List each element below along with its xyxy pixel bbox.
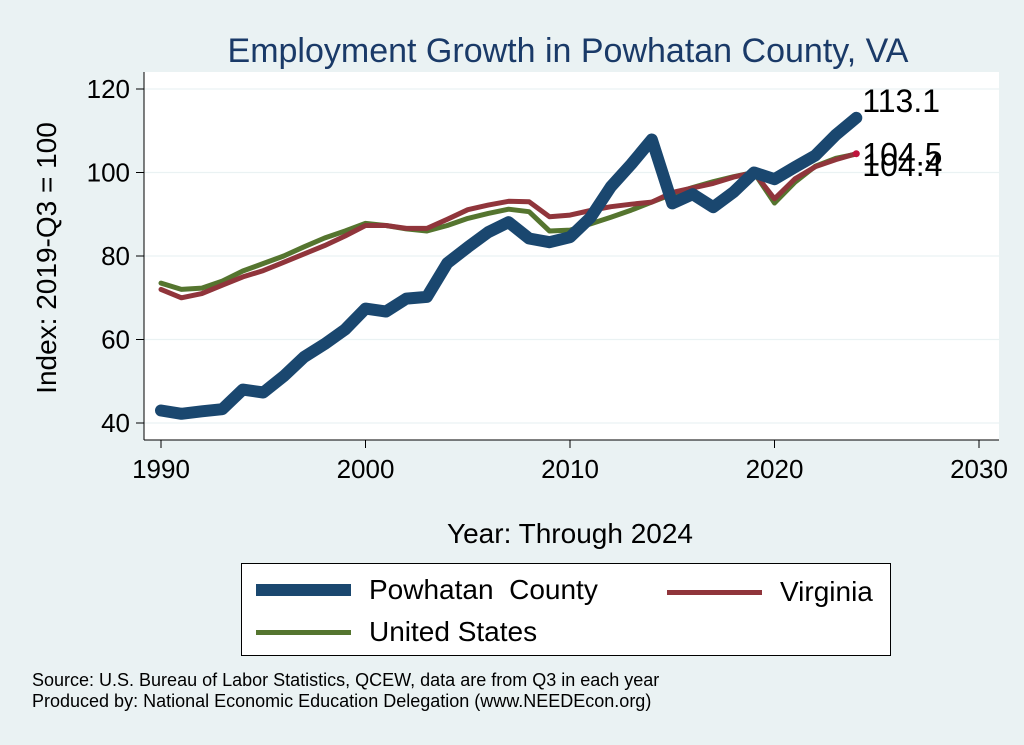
axes: 40 60 80 100 120 1990 2000 2010 2020 2030: [87, 72, 1008, 484]
source-line: Source: U.S. Bureau of Labor Statistics,…: [32, 670, 660, 690]
end-label-powhatan: 113.1: [862, 83, 940, 119]
employment-chart: Employment Growth in Powhatan County, VA…: [31, 32, 1008, 549]
end-label-virginia: 104.5: [862, 137, 942, 173]
producer-line: Produced by: National Economic Education…: [32, 691, 652, 711]
x-axis-label: Year: Through 2024: [447, 518, 693, 549]
legend-swatch-powhatan: [256, 584, 351, 596]
legend-label-virginia: Virginia: [780, 576, 873, 607]
y-tick-label: 120: [87, 74, 130, 104]
legend-label-powhatan: Powhatan County: [369, 574, 598, 605]
y-axis-label: Index: 2019-Q3 = 100: [31, 122, 62, 394]
end-point-marker: [852, 150, 860, 158]
x-tick-label: 2030: [950, 454, 1008, 484]
series-line-virginia: [158, 151, 859, 301]
series-line-powhatan: [155, 111, 863, 420]
x-tick-label: 1990: [132, 454, 190, 484]
x-tick-label: 2020: [746, 454, 804, 484]
y-tick-label: 80: [101, 241, 130, 271]
end-label-united-states: 104.4: [862, 147, 942, 183]
legend: Powhatan County Virginia United States: [241, 563, 891, 656]
source-note: Source: U.S. Bureau of Labor Statistics,…: [32, 670, 659, 712]
y-tick-label: 40: [101, 408, 130, 438]
y-tick-label: 100: [87, 158, 130, 188]
legend-label-united-states: United States: [369, 616, 538, 647]
legend-swatch-united-states: [256, 629, 351, 635]
x-tick-label: 2000: [337, 454, 395, 484]
legend-item-powhatan: Powhatan County: [256, 574, 598, 606]
chart-title: Employment Growth in Powhatan County, VA: [228, 32, 909, 70]
legend-item-virginia: Virginia: [667, 576, 873, 608]
legend-swatch-virginia: [667, 589, 762, 595]
y-tick-label: 60: [101, 325, 130, 355]
series-layer: [155, 111, 863, 420]
x-tick-label: 2010: [541, 454, 599, 484]
legend-item-united-states: United States: [256, 616, 537, 648]
